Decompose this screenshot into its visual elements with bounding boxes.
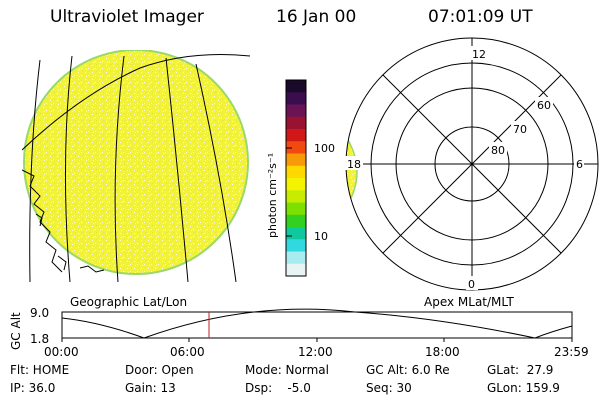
xtick-1200: 12:00 [298, 345, 333, 359]
colorbar-swatch [286, 178, 306, 191]
latitude-line [22, 54, 251, 151]
mlat-label-70: 70 [513, 123, 527, 136]
altitude-x-ticks [61, 338, 573, 342]
status-dsp: Dsp: -5.0 [245, 381, 311, 395]
longitude-grid [29, 55, 237, 282]
apex-panel-label: Apex MLat/MLT [424, 295, 514, 309]
colorbar-swatch [286, 80, 306, 93]
xtick-0600: 06:00 [170, 345, 205, 359]
status-mode: Mode: Normal [245, 363, 329, 377]
status-flt: Flt: HOME [10, 363, 70, 377]
colorbar-frame [285, 79, 307, 277]
status-door: Door: Open [125, 363, 194, 377]
polar-diagonal-2 [382, 74, 562, 254]
observation-time: 07:01:09 UT [428, 7, 533, 27]
colorbar [285, 79, 307, 277]
colorbar-swatch [286, 190, 306, 204]
colorbar-swatch [286, 104, 306, 118]
colorbar-swatch [286, 129, 306, 142]
colorbar-swatch [286, 153, 306, 167]
colorbar-ticks [286, 147, 292, 237]
status-glat: GLat: 27.9 [487, 363, 554, 377]
geographic-image-panel [22, 50, 251, 282]
colorbar-swatch [286, 263, 306, 277]
earth-disk [23, 50, 249, 275]
mlt-label-6: 6 [576, 158, 583, 171]
xtick-2359: 23:59 [554, 345, 589, 359]
colorbar-swatch [286, 141, 306, 155]
status-seq: Seq: 30 [366, 381, 412, 395]
colorbar-swatch [286, 251, 306, 265]
altitude-plot-frame [61, 311, 573, 339]
altitude-ymin: 1.8 [30, 332, 50, 346]
colorbar-swatch [286, 165, 306, 179]
xtick-1800: 18:00 [425, 345, 460, 359]
colorbar-swatch [286, 227, 306, 240]
observation-date: 16 Jan 00 [276, 7, 357, 27]
altitude-ymax: 9.0 [30, 306, 50, 320]
coastline [22, 169, 105, 273]
status-glon: GLon: 159.9 [487, 381, 560, 395]
mlat-label-80: 80 [491, 144, 505, 157]
mlt-label-18: 18 [347, 158, 361, 171]
mlt-label-12: 12 [472, 48, 486, 61]
colorbar-swatch [286, 116, 306, 130]
status-ip: IP: 36.0 [10, 381, 56, 395]
altitude-ylabel: GC Alt [9, 312, 23, 350]
xtick-0000: 00:00 [44, 345, 79, 359]
instrument-title: Ultraviolet Imager [50, 7, 204, 27]
colorbar-tick-100: 100 [314, 142, 335, 155]
mlat-label-60: 60 [537, 99, 551, 112]
colorbar-unit-label: photon cm⁻²s⁻¹ [266, 153, 279, 238]
colorbar-swatch [286, 92, 306, 106]
colorbar-swatch [286, 239, 306, 253]
altitude-plot [61, 308, 573, 342]
geographic-panel-label: Geographic Lat/Lon [70, 295, 188, 309]
status-gain: Gain: 13 [125, 381, 176, 395]
colorbar-swatch [286, 214, 306, 228]
altitude-curve [61, 308, 573, 339]
status-gcalt: GC Alt: 6.0 Re [366, 363, 450, 377]
polar-plot: 12 18 6 0 60 70 80 [345, 37, 599, 291]
colorbar-swatch [286, 202, 306, 216]
colorbar-tick-10: 10 [314, 230, 328, 243]
mlt-label-0: 0 [468, 278, 475, 291]
